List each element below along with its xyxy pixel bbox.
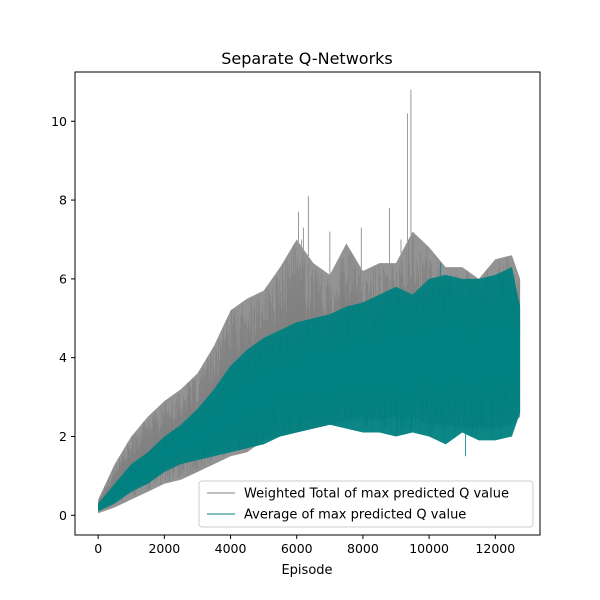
legend-box	[198, 480, 534, 528]
x-tick-label: 8000	[347, 541, 379, 556]
y-tick-label: 0	[59, 508, 67, 523]
series-line	[97, 271, 521, 512]
x-tick-label: 0	[94, 541, 102, 556]
x-tick-label: 12000	[475, 541, 515, 556]
legend-label: Weighted Total of max predicted Q value	[244, 487, 509, 502]
x-tick-label: 4000	[215, 541, 247, 556]
axes: 0 2000 4000 6000 8000 10000 12000 0 2 4 6 8 10	[51, 71, 541, 556]
legend-label: Average of max predicted Q value	[244, 508, 466, 523]
axes-frame	[74, 71, 541, 536]
y-tick-label: 4	[59, 350, 67, 365]
legend: Weighted Total of max predicted Q value A…	[198, 480, 534, 528]
x-tick-label: 2000	[148, 541, 180, 556]
x-tick-label: 6000	[281, 541, 313, 556]
chart-title: Separate Q-Networks	[221, 49, 393, 68]
x-axis-label: Episode	[281, 563, 332, 578]
y-tick-label: 10	[51, 114, 67, 129]
plot-area	[97, 89, 521, 514]
y-tick-label: 2	[59, 429, 67, 444]
y-tick-label: 8	[59, 193, 67, 208]
x-tick-label: 10000	[409, 541, 449, 556]
series-average	[97, 263, 521, 512]
y-tick-label: 6	[59, 271, 67, 286]
